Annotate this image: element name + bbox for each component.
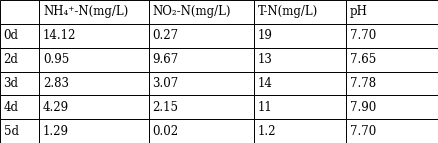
Bar <box>254 119 346 143</box>
Bar <box>346 72 438 95</box>
Bar <box>39 48 149 72</box>
Text: 7.70: 7.70 <box>350 125 376 138</box>
Text: 5d: 5d <box>4 125 18 138</box>
Text: 0d: 0d <box>4 29 18 42</box>
Bar <box>0 48 39 72</box>
Text: 4d: 4d <box>4 101 18 114</box>
Bar <box>0 24 39 48</box>
Text: 2d: 2d <box>4 53 18 66</box>
Bar <box>254 72 346 95</box>
Bar <box>0 72 39 95</box>
Text: 4.29: 4.29 <box>43 101 69 114</box>
Bar <box>346 119 438 143</box>
Text: NH₄⁺-N(mg/L): NH₄⁺-N(mg/L) <box>43 5 128 18</box>
Bar <box>346 95 438 119</box>
Text: 1.2: 1.2 <box>258 125 276 138</box>
Bar <box>149 119 254 143</box>
Text: 11: 11 <box>258 101 272 114</box>
Text: 9.67: 9.67 <box>152 53 179 66</box>
Text: 13: 13 <box>258 53 272 66</box>
Bar <box>39 119 149 143</box>
Text: T-N(mg/L): T-N(mg/L) <box>258 5 318 18</box>
Text: NO₂-N(mg/L): NO₂-N(mg/L) <box>152 5 231 18</box>
Text: 2.83: 2.83 <box>43 77 69 90</box>
Bar <box>254 95 346 119</box>
Bar <box>0 119 39 143</box>
Bar <box>149 72 254 95</box>
Bar <box>254 24 346 48</box>
Bar <box>149 95 254 119</box>
Text: 7.90: 7.90 <box>350 101 376 114</box>
Text: 7.65: 7.65 <box>350 53 376 66</box>
Bar <box>149 48 254 72</box>
Text: 14: 14 <box>258 77 272 90</box>
Bar <box>0 0 39 24</box>
Bar <box>39 72 149 95</box>
Bar <box>254 48 346 72</box>
Bar <box>346 0 438 24</box>
Text: 7.70: 7.70 <box>350 29 376 42</box>
Text: 3d: 3d <box>4 77 18 90</box>
Text: 0.95: 0.95 <box>43 53 69 66</box>
Text: 14.12: 14.12 <box>43 29 76 42</box>
Bar <box>254 0 346 24</box>
Bar <box>39 24 149 48</box>
Text: 3.07: 3.07 <box>152 77 179 90</box>
Bar <box>39 0 149 24</box>
Text: 19: 19 <box>258 29 272 42</box>
Bar <box>0 95 39 119</box>
Bar <box>39 95 149 119</box>
Bar <box>346 24 438 48</box>
Text: 2.15: 2.15 <box>152 101 178 114</box>
Text: 7.78: 7.78 <box>350 77 376 90</box>
Text: pH: pH <box>350 5 367 18</box>
Text: 0.02: 0.02 <box>152 125 179 138</box>
Text: 0.27: 0.27 <box>152 29 179 42</box>
Bar <box>149 0 254 24</box>
Text: 1.29: 1.29 <box>43 125 69 138</box>
Bar <box>149 24 254 48</box>
Bar <box>346 48 438 72</box>
